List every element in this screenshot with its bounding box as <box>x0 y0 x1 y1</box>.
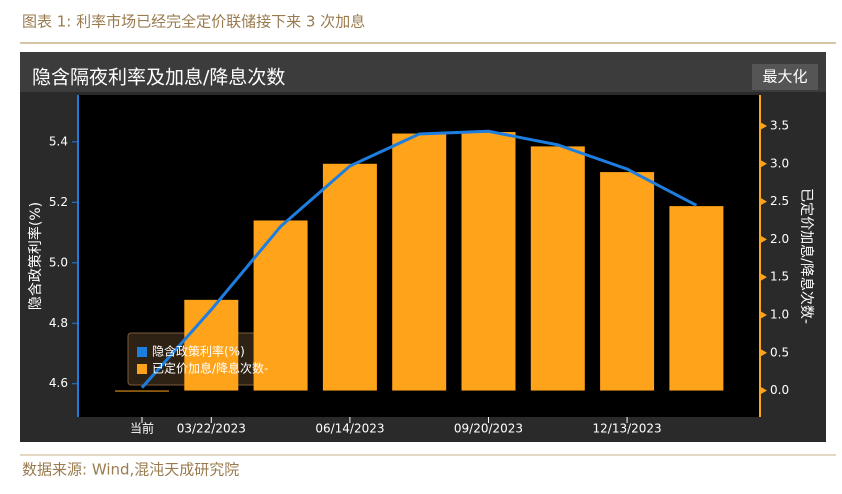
y-tick-label: 4.8 <box>49 316 68 330</box>
y2-tick-label: 0.0 <box>770 383 789 397</box>
y2-tick <box>760 310 767 319</box>
x-tick-label: 12/13/2023 <box>593 422 662 436</box>
y2-tick <box>760 386 767 395</box>
figure-title: 图表 1: 利率市场已经完全定价联储接下来 3 次加息 <box>22 13 365 31</box>
y-tick-label: 5.2 <box>49 195 68 209</box>
y2-tick-label: 3.5 <box>770 118 789 132</box>
y2-tick-label: 0.5 <box>770 345 789 359</box>
line <box>140 129 698 389</box>
y2-tick-label: 3.0 <box>770 156 789 170</box>
y2-tick-label: 1.5 <box>770 270 789 284</box>
y2-tick-label: 2.0 <box>770 232 789 246</box>
bar <box>530 146 585 391</box>
y2-tick <box>760 235 767 244</box>
y2-tick <box>760 197 767 206</box>
x-tick-label: 03/22/2023 <box>177 422 246 436</box>
max-button-label[interactable]: 最大化 <box>762 68 807 86</box>
y2-tick <box>760 273 767 282</box>
source: 数据来源: Wind,混沌天成研究院 <box>22 461 239 479</box>
x-tick-label: 06/14/2023 <box>315 422 384 436</box>
bar <box>669 206 724 391</box>
x-tick-label: 当前 <box>130 421 154 436</box>
title-bar <box>20 52 826 92</box>
bar <box>600 172 655 391</box>
legend-label: 隐含政策利率(%) <box>152 344 245 359</box>
y-tick-label: 5.4 <box>49 134 68 148</box>
legend-swatch <box>137 347 147 357</box>
y-tick-label: 5.0 <box>49 255 68 269</box>
x-tick-label: 09/20/2023 <box>454 422 523 436</box>
y2-tick-label: 2.5 <box>770 194 789 208</box>
bar <box>392 133 447 391</box>
bar <box>461 132 516 391</box>
y2-axis-label: 已定价加息/降息次数- <box>798 188 815 324</box>
bar <box>115 390 169 392</box>
y2-tick <box>760 159 767 168</box>
y-tick-label: 4.6 <box>49 376 68 390</box>
y2-tick <box>760 121 767 130</box>
bar <box>184 299 239 391</box>
y-axis-label: 隐含政策利率(%) <box>27 202 44 310</box>
y2-tick <box>760 348 767 357</box>
legend-swatch <box>137 364 147 374</box>
chart-title: 隐含隔夜利率及加息/降息次数 <box>32 67 285 89</box>
bar <box>322 163 377 391</box>
y2-tick-label: 1.0 <box>770 307 789 321</box>
legend-label: 已定价加息/降息次数- <box>152 361 268 376</box>
max-button[interactable] <box>752 64 818 90</box>
